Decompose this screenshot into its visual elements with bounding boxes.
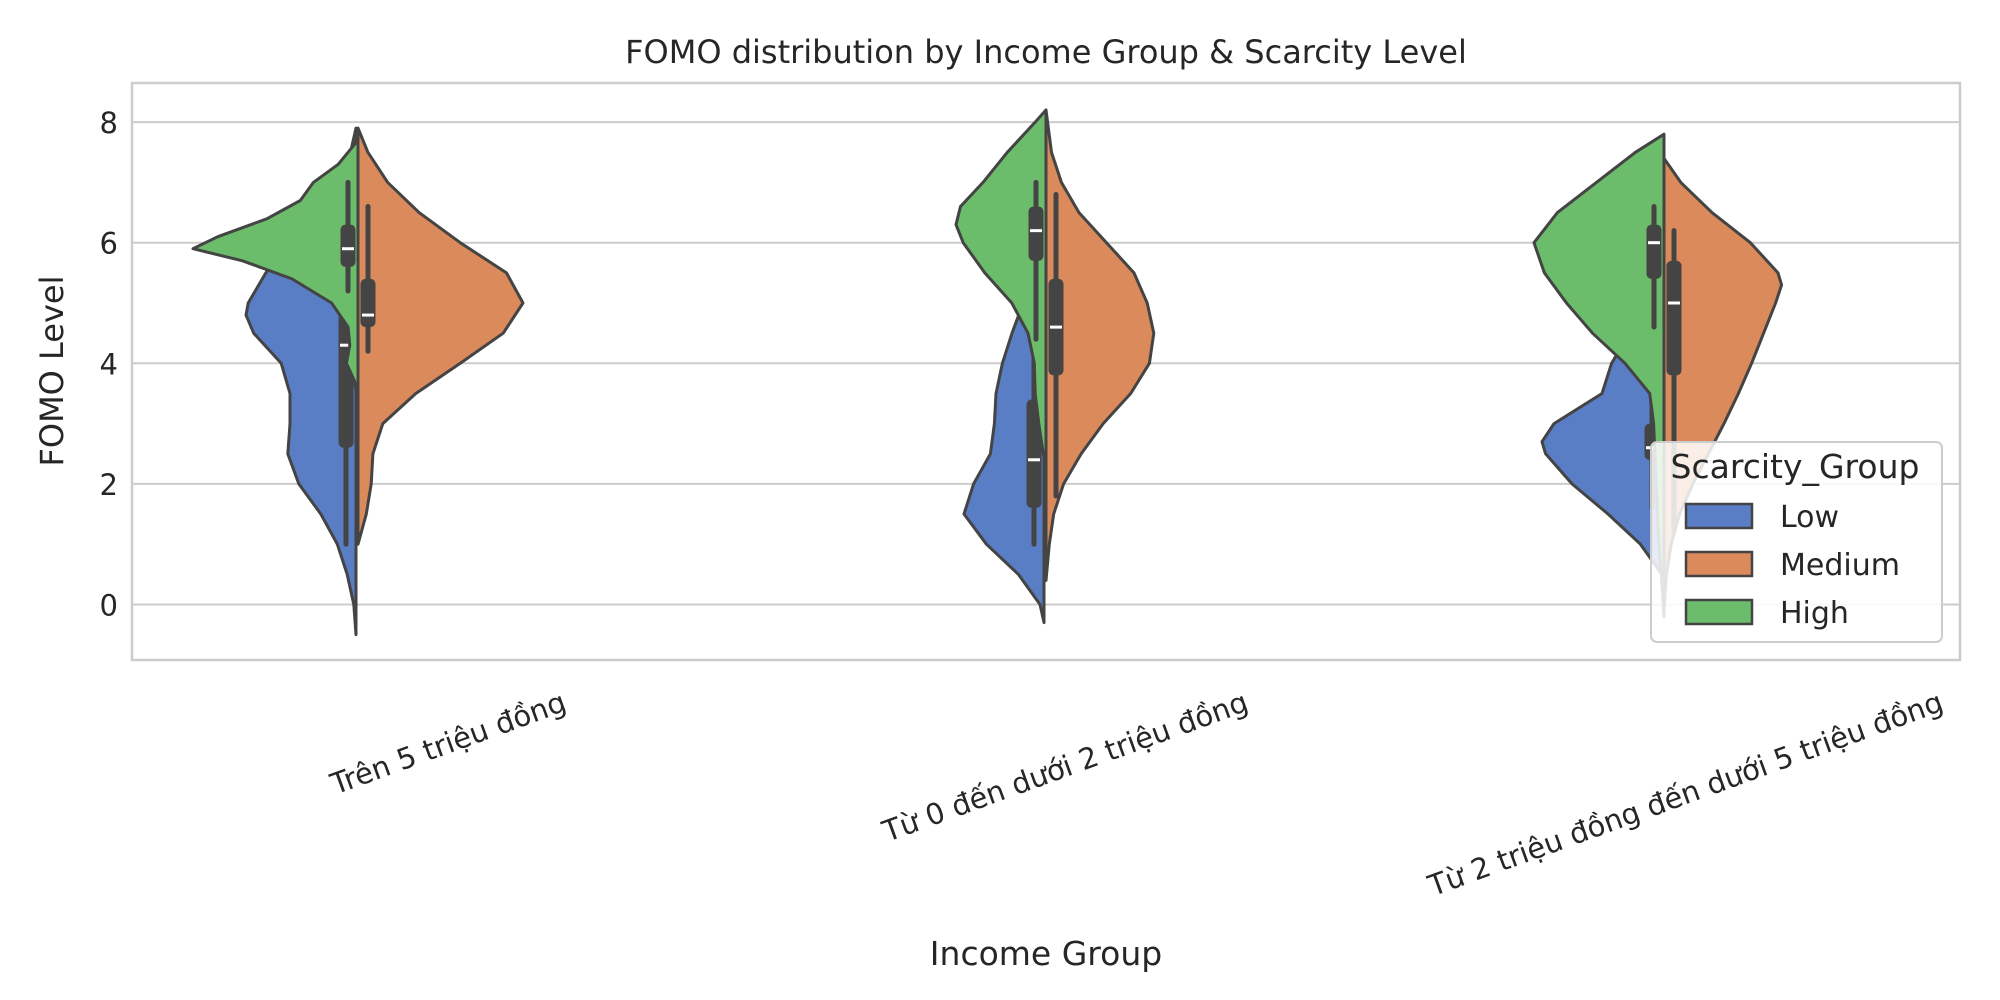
iqr-box <box>1028 206 1044 261</box>
violins <box>191 108 1784 637</box>
legend-swatch-low <box>1684 502 1754 530</box>
iqr-box <box>340 224 356 267</box>
y-tick-label: 0 <box>100 589 118 623</box>
iqr-box <box>1666 260 1682 376</box>
iqr-box <box>360 278 376 328</box>
legend-swatch-high <box>1684 598 1754 626</box>
x-axis-label: Income Group <box>930 934 1162 973</box>
legend-swatch-medium <box>1684 550 1754 578</box>
legend-box <box>1650 441 1943 643</box>
legend-label-high: High <box>1780 596 1849 631</box>
legend-title: Scarcity_Group <box>1671 447 1920 486</box>
y-axis-label: FOMO Level <box>33 275 71 466</box>
y-tick-label: 2 <box>100 468 118 502</box>
legend: Scarcity_Group Low Medium High <box>1650 441 1943 643</box>
iqr-box <box>1646 224 1662 279</box>
y-tick-label: 8 <box>100 106 118 140</box>
chart-title: FOMO distribution by Income Group & Scar… <box>625 33 1467 71</box>
y-tick-label: 4 <box>100 347 118 381</box>
legend-label-low: Low <box>1780 500 1839 535</box>
violin-high <box>954 108 1048 474</box>
y-tick-label: 6 <box>100 227 118 261</box>
legend-label-medium: Medium <box>1780 548 1900 583</box>
plot-frame <box>130 81 1962 662</box>
violin-medium <box>356 126 525 546</box>
violin-medium <box>1044 108 1156 582</box>
violin-high <box>191 138 360 408</box>
